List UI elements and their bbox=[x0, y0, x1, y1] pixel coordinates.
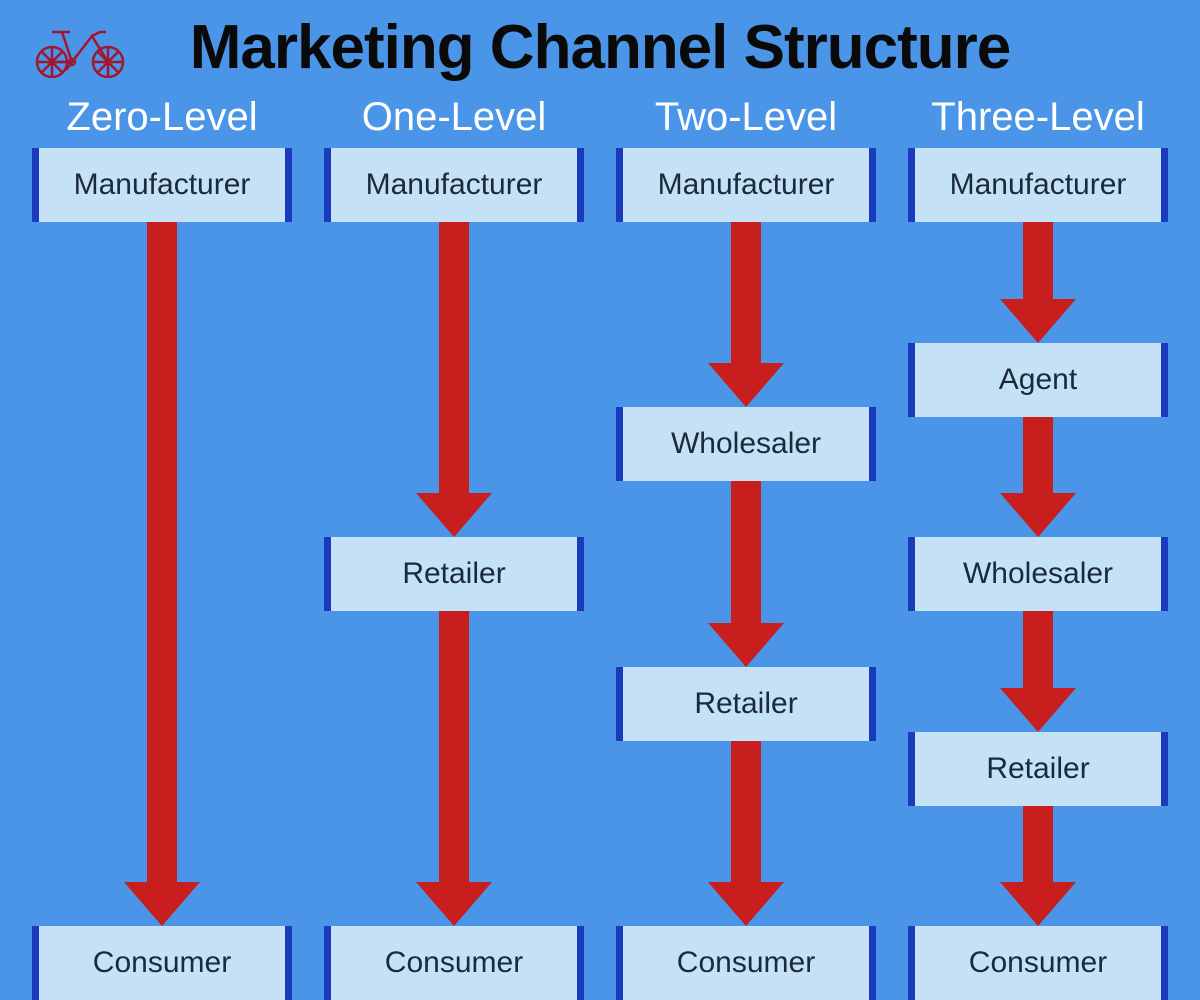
column-title: Two-Level bbox=[655, 95, 837, 140]
flow-node: Wholesaler bbox=[616, 407, 876, 481]
column-title: Zero-Level bbox=[66, 95, 257, 140]
column-stack: Manufacturer Wholesaler Retailer Consumer bbox=[606, 148, 886, 1000]
flow-node: Manufacturer bbox=[324, 148, 584, 222]
column-0: Zero-Level Manufacturer Consumer bbox=[22, 95, 302, 1000]
flow-arrow bbox=[898, 611, 1178, 732]
flow-arrow bbox=[314, 222, 594, 537]
flow-node: Wholesaler bbox=[908, 537, 1168, 611]
flow-node: Consumer bbox=[616, 926, 876, 1000]
flow-node: Retailer bbox=[324, 537, 584, 611]
flow-arrow bbox=[314, 611, 594, 926]
flow-node: Manufacturer bbox=[908, 148, 1168, 222]
column-1: One-Level Manufacturer Retailer Consumer bbox=[314, 95, 594, 1000]
flow-node: Consumer bbox=[324, 926, 584, 1000]
column-stack: Manufacturer Retailer Consumer bbox=[314, 148, 594, 1000]
column-2: Two-Level Manufacturer Wholesaler Retailer C… bbox=[606, 95, 886, 1000]
flow-node: Consumer bbox=[32, 926, 292, 1000]
flow-node: Retailer bbox=[908, 732, 1168, 806]
flow-node: Manufacturer bbox=[616, 148, 876, 222]
flow-arrow bbox=[898, 417, 1178, 538]
diagram-canvas: Marketing Channel Structure Zero-Level Ma… bbox=[0, 0, 1200, 1000]
flow-node: Agent bbox=[908, 343, 1168, 417]
page-title: Marketing Channel Structure bbox=[0, 12, 1200, 83]
flow-arrow bbox=[22, 222, 302, 926]
flow-node: Retailer bbox=[616, 667, 876, 741]
column-title: Three-Level bbox=[931, 95, 1144, 140]
column-stack: Manufacturer Agent Wholesaler Retailer Consu… bbox=[898, 148, 1178, 1000]
flow-node: Consumer bbox=[908, 926, 1168, 1000]
flow-node: Manufacturer bbox=[32, 148, 292, 222]
flow-arrow bbox=[898, 222, 1178, 343]
column-title: One-Level bbox=[362, 95, 547, 140]
column-3: Three-Level Manufacturer Agent Wholesaler Re… bbox=[898, 95, 1178, 1000]
flow-arrow bbox=[898, 806, 1178, 927]
columns-container: Zero-Level Manufacturer Consumer One-Level M… bbox=[0, 95, 1200, 1000]
column-stack: Manufacturer Consumer bbox=[22, 148, 302, 1000]
header: Marketing Channel Structure bbox=[0, 12, 1200, 83]
flow-arrow bbox=[606, 481, 886, 666]
flow-arrow bbox=[606, 222, 886, 407]
flow-arrow bbox=[606, 741, 886, 926]
